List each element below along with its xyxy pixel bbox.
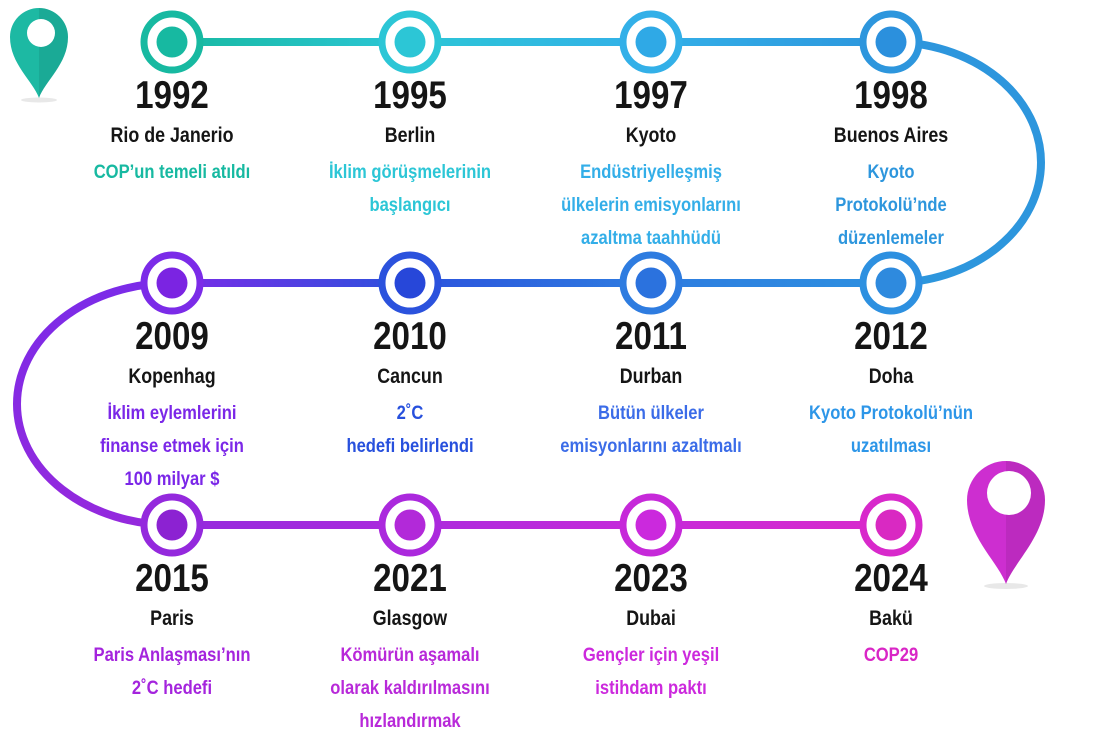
timeline-entry-1998: 1998 Buenos Aires Kyoto Protokolü’nde dü…	[776, 76, 1006, 256]
entry-description: Bütün ülkeler emisyonlarını azaltmalı	[560, 402, 742, 458]
timeline-node-2010	[378, 251, 442, 315]
entry-city: Bakü	[869, 607, 913, 630]
timeline-node-1995	[378, 10, 442, 74]
timeline-node-1992	[140, 10, 204, 74]
entry-description: Endüstriyelleşmiş ülkelerin emisyonların…	[561, 161, 741, 250]
entry-city: Dubai	[626, 607, 676, 630]
timeline-entry-1995: 1995 Berlin İklim görüşmelerinin başlang…	[295, 76, 525, 222]
entry-description: Gençler için yeşil istihdam paktı	[582, 644, 720, 700]
entry-year: 2010	[373, 315, 447, 358]
entry-city: Durban	[619, 365, 683, 388]
entry-description: İklim eylemlerini finanse etmek için 100…	[100, 402, 244, 491]
entry-year: 1992	[135, 74, 209, 117]
entry-year: 1997	[614, 74, 688, 117]
entry-year: 2015	[135, 557, 209, 600]
entry-year: 2012	[854, 315, 928, 358]
entry-year: 2023	[614, 557, 688, 600]
timeline-node-1997	[619, 10, 683, 74]
timeline-entry-2015: 2015 Paris Paris Anlaşması’nın 2˚C hedef…	[57, 559, 287, 705]
entry-city: Glasgow	[372, 607, 448, 630]
entry-description: Paris Anlaşması’nın 2˚C hedefi	[93, 644, 251, 700]
timeline-node-2021	[378, 493, 442, 557]
entry-description: Kömürün aşamalı olarak kaldırılmasını hı…	[330, 644, 490, 733]
entry-city: Rio de Janerio	[110, 124, 234, 147]
timeline-entry-2024: 2024 Bakü COP29	[776, 559, 1006, 672]
timeline-node-1998	[859, 10, 923, 74]
entry-description: Kyoto Protokolü’nün uzatılması	[809, 402, 973, 458]
entry-description: COP’un temeli atıldı	[93, 161, 251, 184]
timeline-arc-left	[13, 279, 173, 529]
timeline-node-2011	[619, 251, 683, 315]
entry-year: 2021	[373, 557, 447, 600]
timeline-entry-2009: 2009 Kopenhag İklim eylemlerini finanse …	[57, 317, 287, 497]
entry-description: 2˚C hedefi belirlendi	[346, 402, 474, 458]
timeline-entry-2021: 2021 Glasgow Kömürün aşamalı olarak kald…	[295, 559, 525, 739]
entry-description: COP29	[863, 644, 919, 667]
entry-year: 2011	[615, 315, 687, 358]
entry-city: Cancun	[377, 365, 443, 388]
entry-description: İklim görüşmelerinin başlangıcı	[328, 161, 492, 217]
entry-year: 2009	[135, 315, 209, 358]
entry-city: Buenos Aires	[833, 124, 949, 147]
timeline-arc-right	[890, 38, 1045, 287]
timeline-node-2015	[140, 493, 204, 557]
timeline-entry-1992: 1992 Rio de Janerio COP’un temeli atıldı	[57, 76, 287, 189]
entry-year: 1995	[373, 74, 447, 117]
entry-city: Berlin	[384, 124, 436, 147]
timeline-entry-2011: 2011 Durban Bütün ülkeler emisyonlarını …	[536, 317, 766, 463]
timeline-entry-2023: 2023 Dubai Gençler için yeşil istihdam p…	[536, 559, 766, 705]
entry-description: Kyoto Protokolü’nde düzenlemeler	[835, 161, 947, 250]
entry-year: 1998	[854, 74, 928, 117]
timeline-entry-2012: 2012 Doha Kyoto Protokolü’nün uzatılması	[776, 317, 1006, 463]
timeline-entry-1997: 1997 Kyoto Endüstriyelleşmiş ülkelerin e…	[536, 76, 766, 256]
timeline-entry-2010: 2010 Cancun 2˚C hedefi belirlendi	[295, 317, 525, 463]
timeline-node-2024	[859, 493, 923, 557]
entry-city: Paris	[150, 607, 194, 630]
timeline-node-2023	[619, 493, 683, 557]
entry-year: 2024	[854, 557, 928, 600]
entry-city: Doha	[868, 365, 914, 388]
timeline-node-2009	[140, 251, 204, 315]
timeline-node-2012	[859, 251, 923, 315]
entry-city: Kyoto	[625, 124, 677, 147]
entry-city: Kopenhag	[128, 365, 216, 388]
